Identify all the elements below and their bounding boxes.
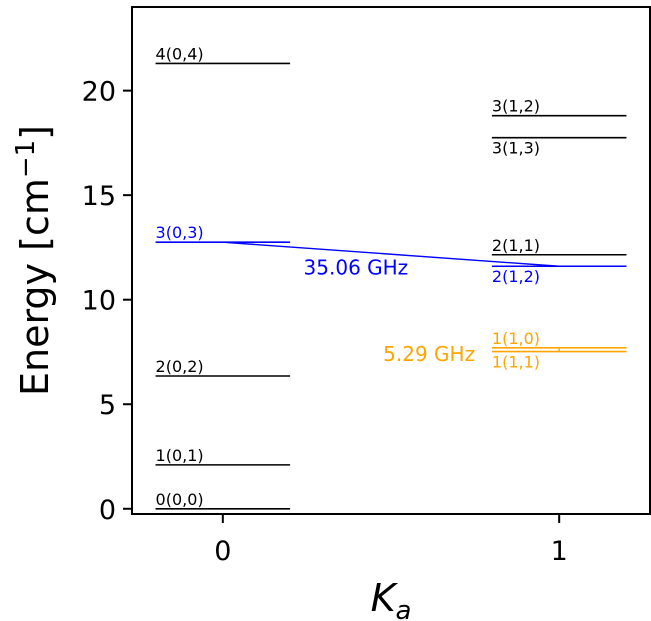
transition-label: 35.06 GHz bbox=[304, 255, 409, 279]
y-axis-title: Energy [cm−1] bbox=[11, 125, 57, 396]
energy-level-label: 1(1,0) bbox=[492, 329, 540, 348]
x-tick-label: 1 bbox=[551, 536, 568, 567]
x-axis-title-main: K bbox=[371, 576, 399, 620]
y-axis-title-superscript: −1 bbox=[11, 140, 41, 178]
transitions: 35.06 GHz 5.29 GHz bbox=[222, 241, 560, 366]
energy-level-label: 2(1,2) bbox=[492, 267, 540, 286]
axes bbox=[131, 6, 651, 515]
y-tick-label: 5 bbox=[99, 390, 116, 421]
energy-level-label: 2(1,1) bbox=[492, 236, 540, 255]
x-tick-label: 0 bbox=[214, 536, 231, 567]
y-tick-label: 20 bbox=[82, 77, 116, 108]
energy-level-label: 3(0,3) bbox=[156, 223, 204, 242]
energy-level-label: 1(0,1) bbox=[156, 446, 204, 465]
energy-level-label: 1(1,1) bbox=[492, 353, 540, 372]
energy-level-label: 3(1,2) bbox=[492, 97, 540, 116]
energy-level-label: 2(0,2) bbox=[156, 357, 204, 376]
energy-level-label: 0(0,0) bbox=[156, 490, 204, 509]
y-axis-title-suffix: ] bbox=[13, 125, 57, 140]
x-axis-title: Ka bbox=[371, 576, 412, 621]
energy-level-label: 4(0,4) bbox=[156, 44, 204, 63]
y-tick-label: 15 bbox=[82, 181, 116, 212]
energy-level-label: 3(1,3) bbox=[492, 139, 540, 158]
y-axis-title-prefix: Energy [cm bbox=[13, 178, 57, 396]
transition-label: 5.29 GHz bbox=[383, 342, 475, 366]
x-axis-title-subscript: a bbox=[395, 596, 411, 621]
ticks: 0 5 10 15 20 0 1 bbox=[82, 77, 568, 567]
y-tick-label: 10 bbox=[82, 286, 116, 317]
transition-line bbox=[222, 241, 560, 267]
y-tick-label: 0 bbox=[99, 495, 116, 526]
plot-frame bbox=[131, 6, 651, 515]
